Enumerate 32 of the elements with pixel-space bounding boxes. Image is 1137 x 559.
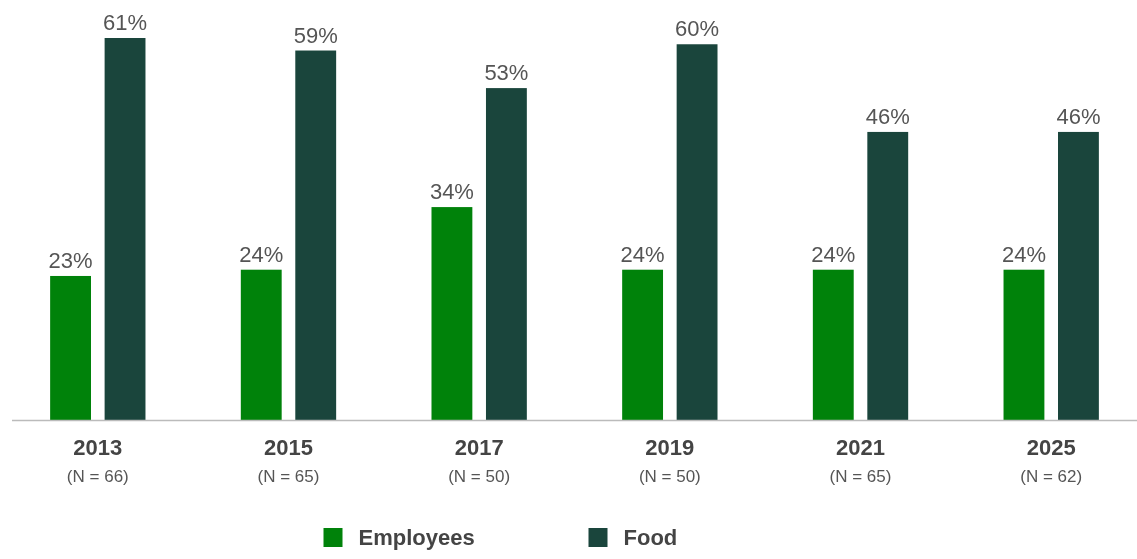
x-tick-label: 2015 (N = 65) (257, 435, 320, 486)
data-label: 24% (811, 241, 856, 267)
data-label: 53% (484, 60, 529, 86)
bar (50, 275, 91, 420)
bar (676, 44, 718, 420)
data-label: 46% (865, 103, 910, 129)
data-label: 23% (48, 247, 93, 273)
bar (431, 207, 473, 420)
bar (240, 269, 282, 420)
data-label: 60% (675, 16, 720, 42)
data-label: 24% (1001, 241, 1046, 267)
bar (104, 38, 146, 420)
data-label: 46% (1056, 103, 1101, 129)
x-tick-label: 2021 (N = 65) (829, 435, 892, 486)
data-label: 34% (429, 179, 474, 205)
x-tick-label: 2019 (N = 50) (638, 435, 701, 486)
data-label: 24% (239, 241, 284, 267)
bar (1003, 269, 1045, 420)
data-label: 61% (103, 10, 148, 35)
bar (1058, 131, 1099, 420)
data-label: 59% (293, 22, 338, 48)
legend-label: Food (623, 525, 678, 550)
bar (867, 131, 909, 420)
legend-label: Employees (358, 525, 475, 550)
x-tick-label: 2013 (N = 66) (66, 435, 129, 486)
bar (295, 50, 337, 420)
bar (812, 269, 854, 420)
x-tick-label: 2017 (N = 50) (448, 435, 511, 486)
bar (622, 269, 664, 420)
data-label: 24% (620, 241, 665, 267)
bar (485, 88, 527, 420)
x-tick-label: 2025 (N = 62) (1020, 435, 1083, 486)
